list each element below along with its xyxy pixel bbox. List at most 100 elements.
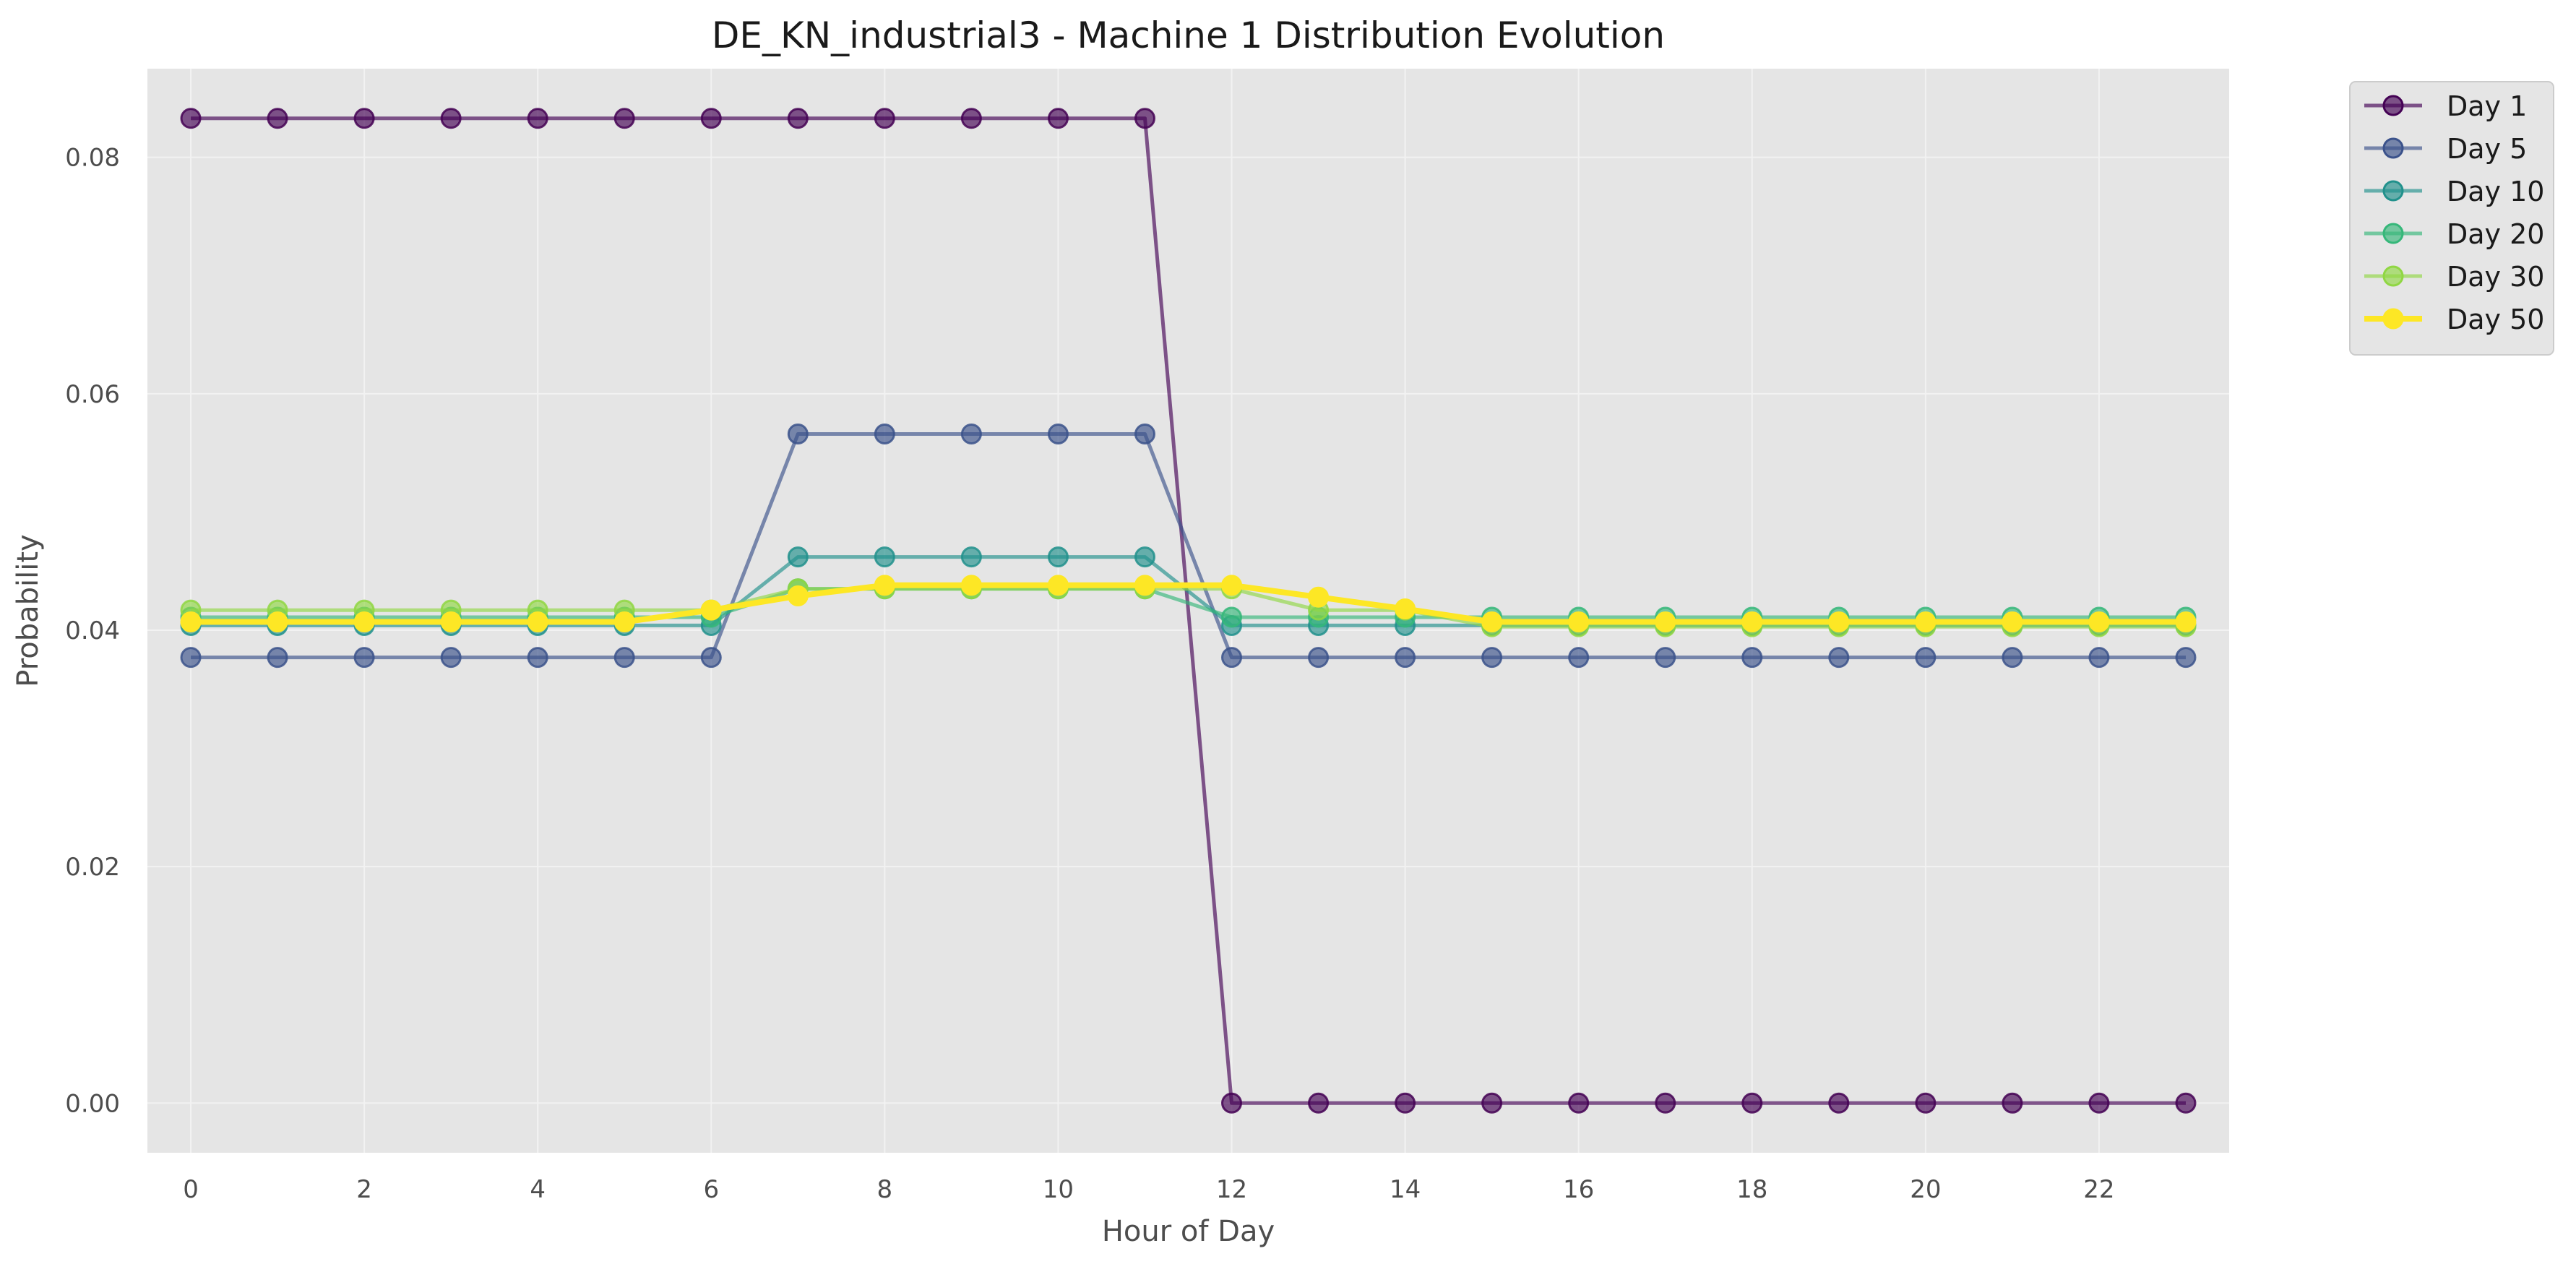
data-point [2002, 647, 2023, 669]
x-tick-label: 22 [2083, 1175, 2114, 1204]
data-point [960, 423, 982, 444]
data-point [180, 611, 202, 633]
data-point [1308, 647, 1330, 669]
data-point [787, 108, 809, 129]
data-point [613, 647, 635, 669]
legend-item: Day 5 [2364, 133, 2527, 165]
data-point [1915, 611, 1937, 633]
data-point [1741, 647, 1763, 669]
data-point [1915, 647, 1937, 669]
data-point [527, 611, 548, 633]
data-point [874, 546, 895, 568]
series-line [191, 587, 2186, 629]
x-tick-label: 10 [1043, 1175, 1074, 1204]
data-point [613, 611, 635, 633]
data-point [1395, 1092, 1416, 1114]
legend-label: Day 50 [2447, 304, 2544, 335]
data-point [787, 546, 809, 568]
legend-label: Day 20 [2447, 218, 2544, 250]
data-point [1047, 575, 1069, 596]
legend-swatch-marker [2382, 308, 2404, 330]
y-axis-label: Probability [12, 534, 45, 687]
legend-label: Day 10 [2447, 176, 2544, 207]
data-point [1221, 575, 1243, 596]
legend-swatch-marker [2382, 180, 2404, 202]
y-tick-label: 0.00 [65, 1089, 120, 1118]
legend-swatch-marker [2382, 223, 2404, 244]
data-point [1047, 546, 1069, 568]
data-point [1741, 611, 1763, 633]
data-point [1134, 546, 1155, 568]
data-point [1828, 1092, 1850, 1114]
data-point [1568, 647, 1590, 669]
legend-item: Day 30 [2364, 261, 2544, 293]
x-tick-label: 14 [1390, 1175, 1421, 1204]
data-point [1221, 647, 1243, 669]
ticks: 0 2 4 6 8 10 12 14 16 18 20 22 0.00 0.02 0.04 0.06 0.08 [65, 144, 2114, 1204]
data-point [1308, 1092, 1330, 1114]
x-tick-label: 12 [1216, 1175, 1247, 1204]
data-point [2175, 1092, 2197, 1114]
x-tick-label: 20 [1910, 1175, 1941, 1204]
data-point [440, 647, 462, 669]
data-point [1828, 647, 1850, 669]
x-tick-label: 16 [1563, 1175, 1594, 1204]
data-point [613, 108, 635, 129]
data-point [1134, 575, 1155, 596]
data-point [960, 575, 982, 596]
data-point [267, 108, 288, 129]
x-tick-label: 4 [530, 1175, 546, 1204]
series-line [191, 587, 2186, 619]
data-point [180, 108, 202, 129]
data-point [1655, 1092, 1676, 1114]
series-day-50 [180, 575, 2197, 633]
data-point [874, 575, 895, 596]
series-day-1 [180, 108, 2197, 1114]
data-point [180, 647, 202, 669]
y-tick-label: 0.02 [65, 853, 120, 882]
chart-title: DE_KN_industrial3 - Machine 1 Distributi… [712, 14, 1665, 56]
data-point [1308, 586, 1330, 608]
data-point [1395, 598, 1416, 620]
data-point [1481, 1092, 1503, 1114]
data-point [353, 647, 375, 669]
data-point [700, 108, 722, 129]
data-point [1047, 108, 1069, 129]
y-tick-label: 0.06 [65, 380, 120, 409]
data-point [527, 108, 548, 129]
data-point [2002, 611, 2023, 633]
data-point [874, 423, 895, 444]
data-point [1221, 1092, 1243, 1114]
data-point [700, 647, 722, 669]
data-point [1568, 1092, 1590, 1114]
data-point [874, 108, 895, 129]
data-point [1134, 423, 1155, 444]
x-tick-label: 0 [183, 1175, 199, 1204]
data-point [960, 108, 982, 129]
data-point [527, 647, 548, 669]
x-tick-label: 6 [703, 1175, 719, 1204]
legend-label: Day 5 [2447, 133, 2527, 165]
data-point [440, 108, 462, 129]
data-point [353, 611, 375, 633]
legend-item: Day 10 [2364, 176, 2544, 207]
x-tick-label: 8 [877, 1175, 893, 1204]
data-point [1047, 423, 1069, 444]
data-point [1828, 611, 1850, 633]
legend-swatch-marker [2382, 95, 2404, 116]
data-point [1655, 611, 1676, 633]
data-point [440, 611, 462, 633]
data-point [1741, 1092, 1763, 1114]
legend-swatch-marker [2382, 265, 2404, 287]
legend-label: Day 1 [2447, 90, 2527, 122]
data-point [1481, 647, 1503, 669]
data-point [1481, 611, 1503, 633]
data-point [1221, 606, 1243, 628]
legend-item: Day 1 [2364, 90, 2527, 122]
series-day-5 [180, 423, 2197, 669]
legend-label: Day 30 [2447, 261, 2544, 293]
series-line [191, 432, 2186, 660]
x-axis-label: Hour of Day [1102, 1215, 1275, 1248]
series-line [191, 116, 2186, 1105]
data-point [2088, 611, 2110, 633]
